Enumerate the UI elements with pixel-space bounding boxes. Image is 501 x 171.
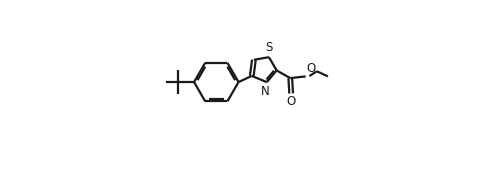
Text: O: O [306, 62, 316, 75]
Text: S: S [265, 41, 273, 54]
Text: O: O [287, 95, 296, 108]
Text: N: N [261, 85, 270, 98]
